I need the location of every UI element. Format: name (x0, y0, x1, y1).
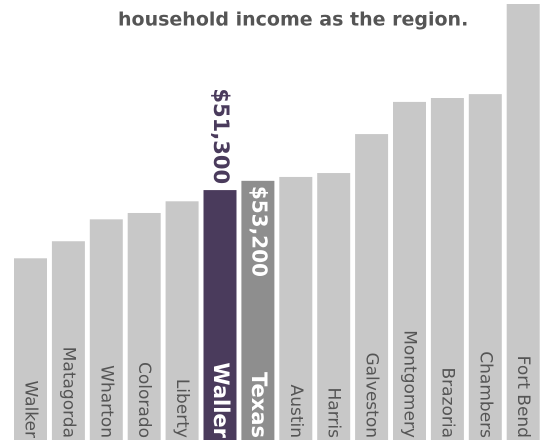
chart-title: household income as the region. (118, 9, 468, 31)
category-label: Wharton (96, 365, 116, 438)
bar (127, 212, 161, 440)
bar (468, 94, 502, 441)
category-label: Brazoria (437, 367, 457, 438)
category-label: Walker (21, 380, 41, 438)
bar (506, 4, 540, 440)
category-label: Liberty (172, 379, 192, 438)
bar (355, 134, 389, 440)
bar (279, 176, 313, 441)
bar (89, 219, 123, 440)
category-label: Galveston (362, 352, 382, 438)
category-label: Waller (209, 362, 233, 438)
bar (203, 190, 237, 440)
category-label: Austin (286, 385, 306, 438)
value-label: $51,300 (209, 88, 233, 184)
category-label: Chambers (475, 351, 495, 438)
category-label: Matagorda (58, 347, 78, 438)
bar (430, 98, 464, 440)
bar (241, 180, 275, 440)
category-label: Montgomery (400, 330, 420, 438)
category-label: Colorado (134, 362, 154, 438)
bar (51, 241, 85, 440)
bar (14, 258, 47, 440)
value-label: $53,200 (247, 186, 271, 277)
bar (317, 173, 351, 441)
bar (165, 201, 199, 440)
category-label: Harris (324, 388, 344, 439)
category-label: Fort Bend (513, 356, 533, 438)
bar (393, 101, 426, 440)
category-label: Texas (247, 372, 271, 438)
